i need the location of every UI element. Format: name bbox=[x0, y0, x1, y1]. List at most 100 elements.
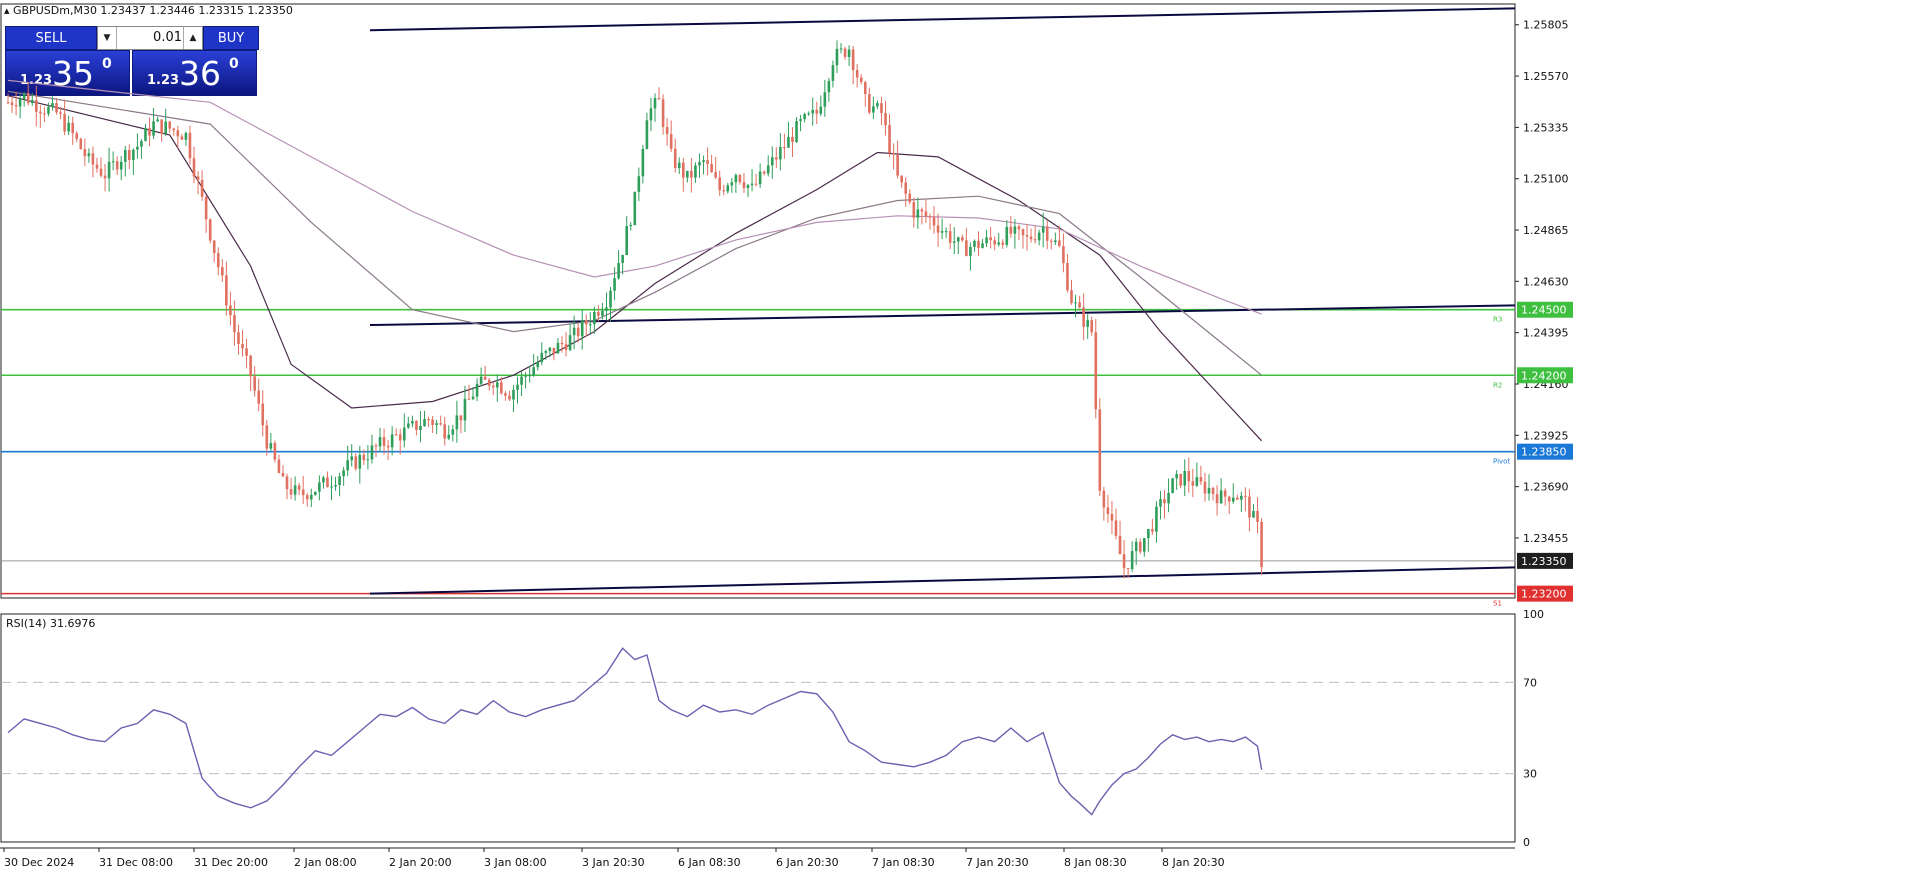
price-label-text: 1.23350 bbox=[1521, 555, 1567, 568]
price-label-box bbox=[1517, 443, 1573, 460]
candle-body bbox=[99, 168, 103, 176]
price-tick-label: 1.23925 bbox=[1523, 429, 1569, 442]
candle-body bbox=[1142, 538, 1146, 552]
candle-body bbox=[1118, 535, 1122, 555]
candle-body bbox=[35, 100, 38, 112]
candle-body bbox=[872, 106, 875, 113]
candle-body bbox=[1033, 239, 1037, 241]
symbol-info-text: GBPUSDm,M30 1.23437 1.23446 1.23315 1.23… bbox=[13, 4, 293, 17]
candle-body bbox=[1256, 510, 1259, 522]
lot-size-field[interactable]: ▼ 0.01 ▲ bbox=[97, 26, 203, 50]
trend-line bbox=[369, 7, 1516, 32]
candle-body bbox=[184, 132, 188, 140]
candle-body bbox=[904, 182, 908, 194]
candle-body bbox=[330, 486, 333, 488]
candle-body bbox=[863, 82, 867, 95]
candle-body bbox=[722, 190, 726, 192]
candle-body bbox=[1106, 507, 1110, 514]
candle-body bbox=[354, 456, 358, 469]
candle-body bbox=[718, 177, 721, 191]
candle-body bbox=[1207, 487, 1211, 494]
candle-body bbox=[43, 113, 46, 115]
candle-body bbox=[350, 456, 354, 461]
candle-body bbox=[839, 48, 843, 50]
candle-body bbox=[374, 445, 378, 447]
candle-body bbox=[382, 437, 386, 446]
candle-body bbox=[956, 237, 960, 242]
moving-average-line bbox=[7, 95, 1263, 442]
candle-body bbox=[1078, 302, 1081, 308]
candle-body bbox=[504, 393, 507, 396]
buy-quote[interactable]: 1.23 36 0 bbox=[132, 50, 257, 96]
candle-body bbox=[1126, 568, 1130, 570]
candle-body bbox=[1009, 226, 1013, 234]
candle-body bbox=[95, 164, 99, 169]
candle-body bbox=[855, 70, 859, 78]
candle-body bbox=[629, 224, 633, 227]
buy-button[interactable]: BUY bbox=[203, 26, 259, 50]
candle-body bbox=[673, 148, 677, 168]
lot-decrease-icon[interactable]: ▼ bbox=[98, 27, 117, 49]
candle-body bbox=[677, 162, 681, 168]
candle-body bbox=[200, 179, 204, 197]
candle-body bbox=[730, 182, 734, 186]
candle-body bbox=[378, 437, 382, 447]
price-tick-label: 1.24865 bbox=[1523, 224, 1569, 237]
candle-body bbox=[584, 320, 588, 325]
candle-body bbox=[51, 103, 54, 107]
candle-body bbox=[1223, 490, 1227, 497]
time-tick-label: 7 Jan 08:30 bbox=[872, 856, 935, 869]
candle-body bbox=[920, 209, 924, 212]
price-label-box bbox=[1517, 585, 1573, 602]
candle-body bbox=[597, 311, 600, 316]
time-tick-label: 30 Dec 2024 bbox=[4, 856, 74, 869]
candle-body bbox=[1199, 477, 1203, 482]
candle-body bbox=[111, 161, 115, 163]
candle-body bbox=[309, 494, 313, 500]
candle-body bbox=[1086, 320, 1089, 327]
candle-body bbox=[1248, 496, 1251, 518]
collapse-triangle-icon[interactable]: ▴ bbox=[4, 4, 10, 17]
candle-body bbox=[657, 98, 661, 100]
candle-body bbox=[273, 443, 277, 460]
candle-body bbox=[993, 240, 996, 245]
price-tick-label: 1.24395 bbox=[1523, 327, 1569, 340]
level-tag: S1 bbox=[1493, 600, 1502, 608]
candle-body bbox=[411, 420, 414, 424]
candle-body bbox=[552, 347, 556, 354]
candle-body bbox=[734, 174, 738, 183]
candle-body bbox=[188, 132, 192, 159]
candle-body bbox=[148, 128, 151, 136]
candle-body bbox=[819, 106, 823, 114]
candle-body bbox=[305, 495, 309, 500]
candle-body bbox=[859, 77, 863, 83]
candle-body bbox=[653, 98, 657, 109]
candle-body bbox=[1175, 473, 1178, 479]
trend-line bbox=[369, 304, 1516, 327]
candle-body bbox=[601, 310, 604, 316]
symbol-info: ▴ GBPUSDm,M30 1.23437 1.23446 1.23315 1.… bbox=[4, 4, 293, 17]
price-panel-frame bbox=[0, 3, 1516, 599]
time-tick-label: 6 Jan 08:30 bbox=[678, 856, 741, 869]
lot-increase-icon[interactable]: ▲ bbox=[183, 27, 202, 49]
candle-body bbox=[536, 362, 540, 368]
candle-body bbox=[754, 183, 758, 185]
candle-body bbox=[520, 376, 523, 385]
candle-body bbox=[892, 152, 895, 155]
candle-body bbox=[702, 160, 705, 163]
sell-button[interactable]: SELL bbox=[5, 26, 97, 50]
candle-body bbox=[423, 419, 426, 426]
candle-body bbox=[483, 376, 487, 380]
candle-body bbox=[1001, 242, 1005, 245]
candle-body bbox=[908, 193, 912, 203]
time-tick-label: 3 Jan 20:30 bbox=[582, 856, 645, 869]
candle-body bbox=[1130, 551, 1134, 570]
moving-average-line bbox=[7, 79, 1262, 315]
candle-body bbox=[637, 176, 641, 192]
candle-body bbox=[1013, 226, 1017, 234]
lot-value[interactable]: 0.01 bbox=[153, 30, 182, 45]
sell-quote[interactable]: 1.23 35 0 bbox=[5, 50, 130, 96]
candle-body bbox=[876, 103, 879, 107]
candle-body bbox=[47, 106, 50, 114]
